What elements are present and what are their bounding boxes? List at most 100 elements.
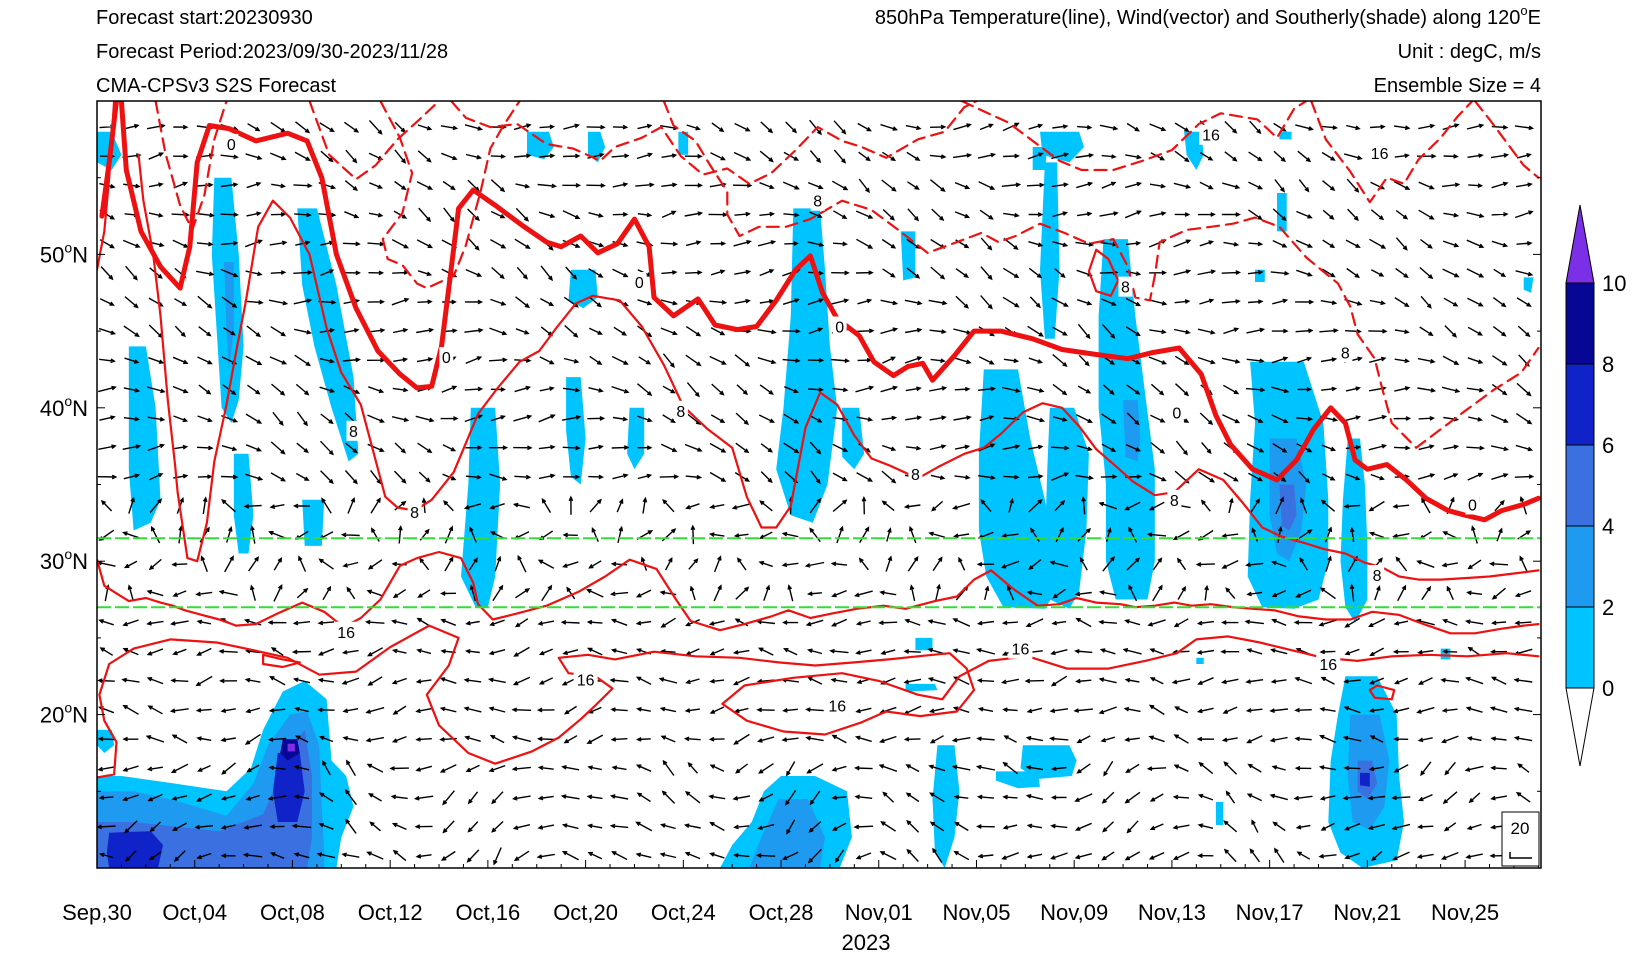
shade-region-26 [1184,131,1204,170]
contour-label-4: 16 [337,625,355,642]
contour-label-5: 0 [635,275,644,292]
x-tick-label-4: Oct,16 [455,900,520,925]
contour-label-bg-4 [334,621,359,642]
shade-region-38 [1523,277,1534,293]
header-forecast-period: Forecast Period:2023/09/30-2023/11/28 [96,41,448,63]
shade-region-6 [302,499,325,546]
x-tick-label-9: Nov,05 [942,900,1010,925]
x-tick-label-5: Oct,20 [553,900,618,925]
x-axis-year-label: 2023 [842,930,891,955]
colorbar-box-1 [1565,525,1595,608]
contour-label-bg-12 [1008,638,1033,659]
shade-region-4 [233,453,254,554]
temperature-contour-16-8 [1368,684,1396,701]
colorbar-top-triangle [1565,204,1595,284]
contour-label-19: 0 [1468,497,1477,514]
temperature-contour-8-3 [137,153,1540,581]
contour-label-bg-9 [832,316,847,337]
x-tick-label-0: Sep,30 [62,900,132,925]
axes: Sep,30 Oct,04 Oct,08 Oct,12 Oct,16 Oct,20 Oct,… [40,100,1542,925]
shade-region-13 [678,131,689,155]
vector-key-label: 20 [1511,819,1530,838]
x-tick-label-12: Nov,17 [1236,900,1304,925]
contour-label-bg-17 [1367,143,1392,164]
header-forecast-start: Forecast start:20230930 [96,7,313,29]
contour-label-bg-8 [810,190,825,211]
x-tick-label-3: Oct,12 [358,900,423,925]
header-chart-title-main: 850hPa Temperature(line), Wind(vector) a… [875,7,1521,29]
vector-key-arrow [1509,852,1532,859]
contour-label-15: 8 [1170,493,1179,510]
shade-region-46 [1215,802,1224,825]
contour-label-1: 8 [349,424,358,441]
shade-region-19 [978,369,1065,609]
temperature-contour-16-13 [662,101,1540,449]
y-tick-label-0: 20oN [40,700,88,728]
contour-label-2: 0 [442,350,451,367]
x-tick-label-6: Oct,24 [651,900,716,925]
shade-region-43 [996,771,1040,789]
contour-label-21: 16 [1319,657,1337,674]
contour-label-bg-5 [632,272,647,293]
shade-region-25 [1123,400,1141,462]
shade-region-20 [1044,407,1089,609]
x-tick-label-11: Nov,13 [1138,900,1206,925]
contour-label-20: 8 [1373,568,1382,585]
shade-region-1 [128,346,161,531]
shade-region-11 [566,377,586,485]
temperature-contour-16-9 [154,101,228,231]
shade-region-12 [627,407,645,470]
contour-label-11: 8 [911,467,920,484]
contour-label-bg-3 [407,502,422,523]
temperature-contour-16-16 [1473,101,1540,179]
shade-region-23 [1040,162,1060,339]
temperature-contour-16-7 [262,653,301,669]
shade-region-51 [106,831,163,868]
shade-region-41 [915,637,933,651]
temperature-contour-16-14 [960,101,1308,172]
x-tick-label-2: Oct,08 [260,900,325,925]
contour-label-3: 8 [410,505,419,522]
contour-label-18: 8 [1341,346,1350,363]
header-chart-title-degree: o [1520,3,1527,18]
contour-label-bg-11 [908,463,923,484]
x-tick-label-14: Nov,25 [1431,900,1499,925]
x-tick-label-13: Nov,21 [1333,900,1401,925]
contour-labels: 0 8 0 8 16 0 8 16 8 0 16 8 16 8 0 8 16 16 8 0 8 16 [224,124,1480,716]
temperature-contour-16-5 [97,550,1540,635]
contour-label-bg-21 [1316,653,1341,674]
plot-area: 0 8 0 8 16 0 8 16 8 0 16 8 16 8 0 8 16 16 8 0 8 16 [97,101,1541,868]
contour-label-bg-0 [224,133,239,154]
colorbar-label-3: 6 [1602,433,1614,458]
contour-label-6: 8 [676,404,685,421]
shade-region-29 [1279,484,1297,531]
contour-label-bg-7 [573,669,598,690]
temperature-contour-16-11 [379,101,521,290]
x-tick-label-8: Nov,01 [845,900,913,925]
shade-region-35 [1279,131,1292,140]
temperature-contour-16-15 [1310,101,1474,204]
temperature-contour-8-2 [97,101,116,271]
contour-label-bg-15 [1167,489,1182,510]
contour-label-14: 0 [1172,405,1181,422]
y-tick-label-2: 40oN [40,393,88,421]
y-tick-label-1: 30oN [40,546,88,574]
shade-region-3 [224,262,234,370]
contour-label-13: 8 [1121,280,1130,297]
vector-key-box [1501,811,1540,867]
shade-region-34 [1360,772,1370,787]
contour-label-bg-10 [825,695,850,716]
contour-label-12: 16 [1012,642,1030,659]
temperature-contour-0-0 [118,101,1541,523]
shade-region-47 [97,729,115,753]
colorbar-label-2: 4 [1602,514,1614,539]
contour-label-bg-18 [1338,342,1353,363]
colorbar-box-2 [1565,444,1595,527]
x-tick-label-10: Nov,09 [1040,900,1108,925]
contour-label-bg-14 [1169,402,1184,423]
reference-lines [97,537,1541,609]
contour-label-17: 16 [1371,146,1389,163]
contour-label-bg-16 [1199,124,1224,145]
header-unit: Unit : degC, m/s [1398,41,1541,63]
